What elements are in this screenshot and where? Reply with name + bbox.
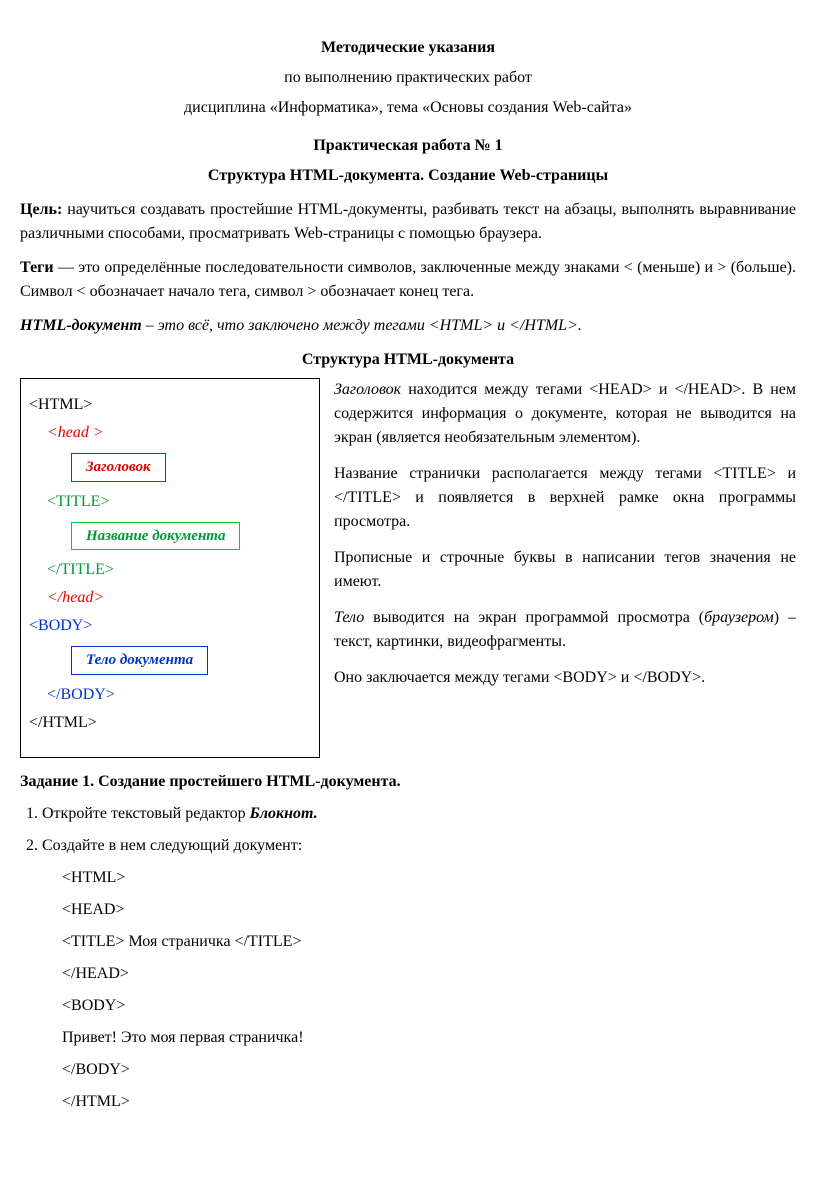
htmldoc-paragraph: HTML-документ – это всё, что заключено м… [20, 314, 796, 338]
code-l8: </HTML> [62, 1090, 796, 1114]
goal-label: Цель: [20, 201, 62, 218]
box-html-open: <HTML> [29, 393, 311, 417]
code-l3: <TITLE> Моя страничка </TITLE> [62, 930, 796, 954]
box-head-open: <head > [29, 421, 311, 445]
code-l5: <BODY> [62, 994, 796, 1018]
structure-description: Заголовок находится между тегами <HEAD> … [320, 378, 796, 702]
code-l6: Привет! Это моя первая страничка! [62, 1026, 796, 1050]
box-html-close: </HTML> [29, 711, 311, 735]
box-title-open: <TITLE> [29, 490, 311, 514]
structure-two-col: <HTML> <head > Заголовок <TITLE> Названи… [20, 378, 796, 758]
doc-title-1: Методические указания [20, 36, 796, 60]
structure-box: <HTML> <head > Заголовок <TITLE> Названи… [20, 378, 320, 758]
box-nazvanie: Название документа [71, 522, 240, 551]
rcol-p1a: Заголовок [334, 381, 401, 398]
htmldoc-text: – это всё, что заключено между тегами <H… [142, 317, 582, 334]
task-li1b: Блокнот. [250, 805, 318, 822]
box-zagolovok: Заголовок [71, 453, 166, 482]
code-l1: <HTML> [62, 866, 796, 890]
tags-paragraph: Теги — это определённые последовательнос… [20, 256, 796, 304]
box-title-close: </TITLE> [29, 558, 311, 582]
rcol-p1b: находится между тегами <HEAD> и </HEAD>.… [334, 381, 796, 446]
rcol-p2: Название странички располагается между т… [334, 462, 796, 534]
code-l4: </HEAD> [62, 962, 796, 986]
code-l7: </BODY> [62, 1058, 796, 1082]
box-body-close: </BODY> [29, 683, 311, 707]
doc-title-2: по выполнению практических работ [20, 66, 796, 90]
task-li1a: Откройте текстовый редактор [42, 805, 250, 822]
practical-topic: Структура HTML-документа. Создание Web-с… [20, 164, 796, 188]
rcol-p5: Оно заключается между тегами <BODY> и </… [334, 666, 796, 690]
task-list: Откройте текстовый редактор Блокнот. Соз… [20, 802, 796, 858]
rcol-p4b: выводится на экран программой просмотра … [364, 609, 704, 626]
code-block: <HTML> <HEAD> <TITLE> Моя страничка </TI… [62, 866, 796, 1114]
task-title: Задание 1. Создание простейшего HTML-док… [20, 770, 796, 794]
box-head-close: </head> [29, 586, 311, 610]
rcol-p4c: браузером [704, 609, 774, 626]
task-item-1: Откройте текстовый редактор Блокнот. [42, 802, 796, 826]
box-telo: Тело документа [71, 646, 208, 675]
task-item-2: Создайте в нем следующий документ: [42, 834, 796, 858]
structure-title: Структура HTML-документа [20, 348, 796, 372]
box-body-open: <BODY> [29, 614, 311, 638]
htmldoc-label: HTML-документ [20, 317, 142, 334]
rcol-p4a: Тело [334, 609, 364, 626]
practical-number: Практическая работа № 1 [20, 134, 796, 158]
rcol-p3: Прописные и строчные буквы в написании т… [334, 546, 796, 594]
code-l2: <HEAD> [62, 898, 796, 922]
tags-label: Теги [20, 259, 54, 276]
tags-text: — это определённые последовательности си… [20, 259, 796, 300]
doc-title-3: дисциплина «Информатика», тема «Основы с… [20, 96, 796, 120]
goal-paragraph: Цель: научиться создавать простейшие HTM… [20, 198, 796, 246]
goal-text: научиться создавать простейшие HTML-доку… [20, 201, 796, 242]
